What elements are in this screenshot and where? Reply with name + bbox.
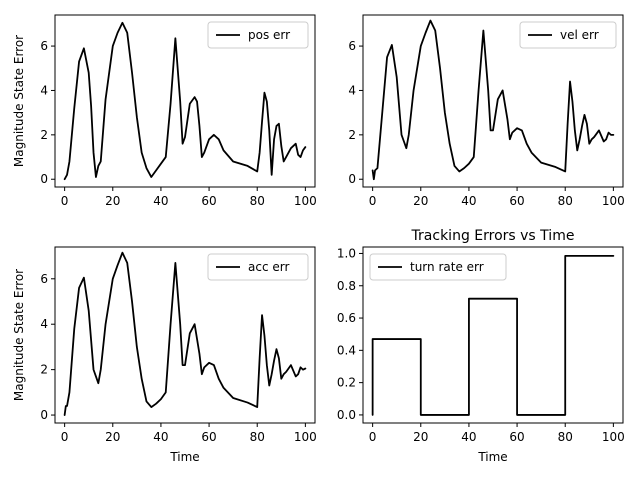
x-tick-label: 0 xyxy=(61,430,69,444)
subplot-3: 0 20 40 60 80 100 0 2 4 6 Magnitude State Error Tim… xyxy=(12,246,317,464)
legend-label: acc err xyxy=(248,260,289,274)
x-tick-label: 40 xyxy=(153,194,168,208)
x-axis-label: Time xyxy=(169,450,199,464)
series-line-pos-err xyxy=(63,21,307,181)
legend: vel err xyxy=(519,21,617,49)
y-tick-label: 0.8 xyxy=(337,279,356,293)
x-tick-label: 20 xyxy=(413,430,428,444)
y-tick-label: 1.0 xyxy=(337,246,356,260)
y-tick-label: 0.2 xyxy=(337,376,356,390)
x-tick-label: 80 xyxy=(558,430,573,444)
subplot-2: 0 20 40 60 80 100 0 2 4 6 vel err xyxy=(348,14,625,208)
legend: turn rate err xyxy=(369,253,507,281)
y-tick-label: 0.0 xyxy=(337,408,356,422)
x-tick-label: 40 xyxy=(153,430,168,444)
legend-box xyxy=(207,253,309,281)
x-tick-label: 60 xyxy=(509,430,524,444)
y-tick-label: 0.6 xyxy=(337,311,356,325)
axes-frame xyxy=(362,246,624,424)
x-tick-label: 100 xyxy=(294,430,317,444)
subplot-1: 0 20 40 60 80 100 0 2 4 6 Magnitude State Error pos… xyxy=(12,14,317,208)
chart-title: Tracking Errors vs Time xyxy=(411,228,575,244)
series-line-vel-err xyxy=(371,19,615,181)
x-tick-label: 100 xyxy=(602,430,625,444)
series-line-turn-rate-err xyxy=(371,254,615,416)
y-tick-label: 0 xyxy=(348,172,356,186)
series-line-acc-err xyxy=(63,251,307,416)
x-tick-label: 0 xyxy=(369,430,377,444)
x-tick-label: 100 xyxy=(602,194,625,208)
y-tick-label: 6 xyxy=(40,39,48,53)
y-tick-label: 6 xyxy=(348,39,356,53)
x-tick-label: 80 xyxy=(250,430,265,444)
x-tick-label: 20 xyxy=(105,430,120,444)
legend-label: turn rate err xyxy=(410,260,484,274)
legend-box xyxy=(369,253,507,281)
x-tick-label: 60 xyxy=(201,430,216,444)
y-tick-label: 4 xyxy=(40,317,48,331)
x-tick-label: 20 xyxy=(413,194,428,208)
axes-frame xyxy=(362,14,624,188)
y-tick-label: 6 xyxy=(40,272,48,286)
x-tick-label: 80 xyxy=(250,194,265,208)
x-axis-label: Time xyxy=(477,450,507,464)
legend-label: pos err xyxy=(248,28,290,42)
x-tick-label: 0 xyxy=(369,194,377,208)
x-tick-label: 80 xyxy=(558,194,573,208)
axes-frame xyxy=(54,246,316,424)
legend: pos err xyxy=(207,21,309,49)
legend-label: vel err xyxy=(560,28,599,42)
x-tick-label: 40 xyxy=(461,194,476,208)
x-tick-label: 60 xyxy=(201,194,216,208)
x-tick-label: 100 xyxy=(294,194,317,208)
x-tick-label: 20 xyxy=(105,194,120,208)
y-tick-label: 2 xyxy=(40,128,48,142)
y-tick-label: 4 xyxy=(348,83,356,97)
y-tick-label: 4 xyxy=(40,83,48,97)
subplot-4: 0 20 40 60 80 100 0.0 0.2 0.4 0.6 0.8 1.0 Time Tracki… xyxy=(337,228,625,464)
legend-box xyxy=(519,21,617,49)
axes-frame xyxy=(54,14,316,188)
legend-box xyxy=(207,21,309,49)
y-tick-label: 2 xyxy=(348,128,356,142)
x-tick-label: 60 xyxy=(509,194,524,208)
y-tick-label: 2 xyxy=(40,363,48,377)
x-tick-label: 0 xyxy=(61,194,69,208)
y-tick-label: 0 xyxy=(40,172,48,186)
y-tick-label: 0.4 xyxy=(337,343,356,357)
x-tick-label: 40 xyxy=(461,430,476,444)
y-tick-label: 0 xyxy=(40,408,48,422)
legend: acc err xyxy=(207,253,309,281)
y-axis-label: Magnitude State Error xyxy=(12,269,26,401)
y-axis-label: Magnitude State Error xyxy=(12,35,26,167)
